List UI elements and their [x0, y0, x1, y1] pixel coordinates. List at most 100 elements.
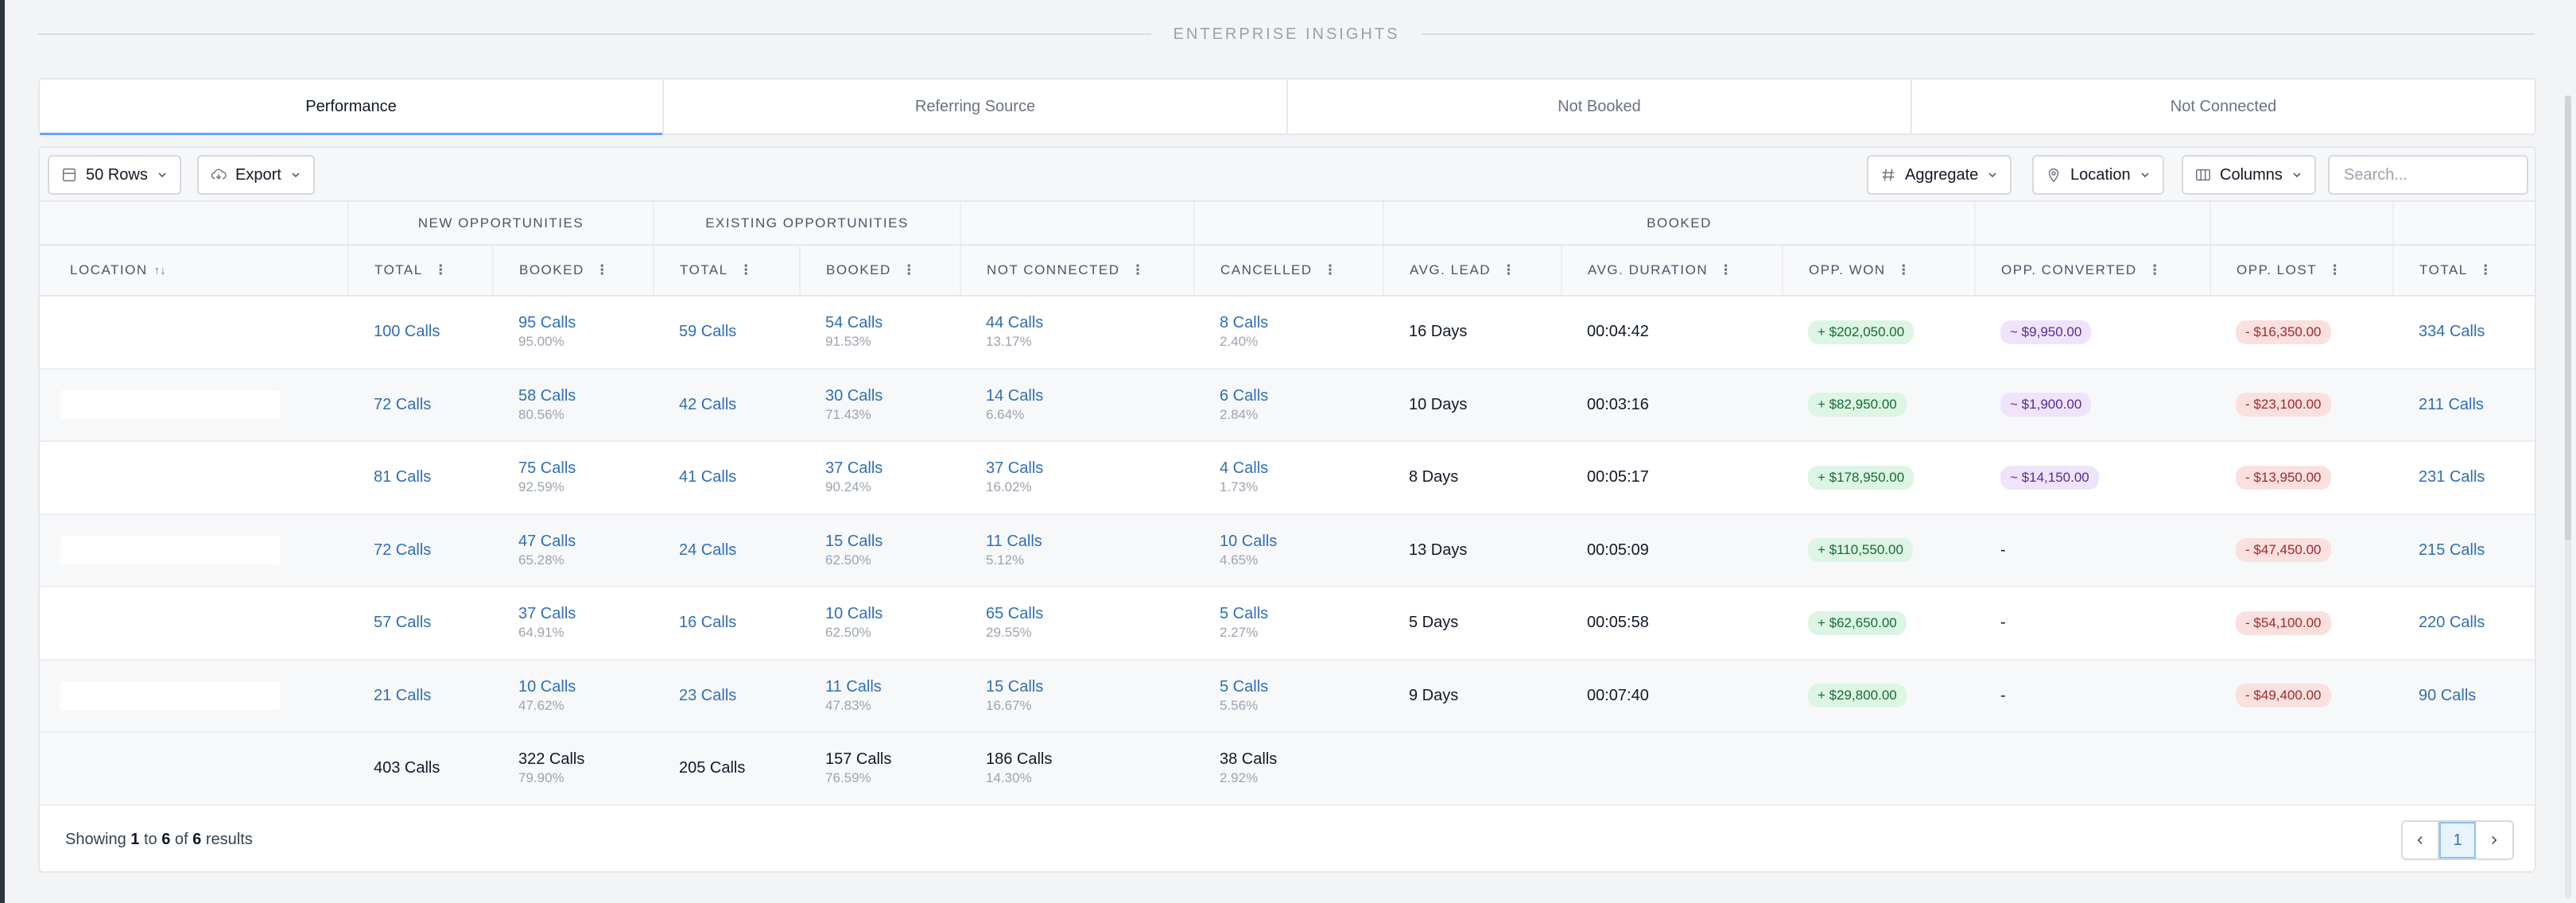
columns-button[interactable]: Columns [2182, 155, 2316, 195]
column-menu-icon[interactable]: ⋮ [433, 262, 448, 277]
cancelled-cell[interactable]: 5 Calls 5.56% [1194, 659, 1383, 733]
call-count[interactable]: 37 Calls [825, 459, 883, 478]
column-menu-icon[interactable]: ⋮ [902, 262, 916, 277]
existing-total-cell[interactable]: 59 Calls [654, 296, 800, 370]
call-count[interactable]: 37 Calls [518, 605, 576, 623]
not-connected-cell[interactable]: 37 Calls 16.02% [960, 441, 1194, 515]
existing-total-cell[interactable]: 42 Calls [654, 368, 800, 442]
page-scrollbar[interactable] [2565, 95, 2571, 898]
column-menu-icon[interactable]: ⋮ [2147, 262, 2162, 277]
not-connected-cell[interactable]: 14 Calls 6.64% [960, 368, 1194, 442]
not-connected-cell[interactable]: 15 Calls 16.67% [960, 659, 1194, 733]
call-count[interactable]: 334 Calls [2419, 323, 2485, 341]
call-count[interactable]: 215 Calls [2419, 541, 2485, 559]
call-count[interactable]: 10 Calls [825, 605, 883, 623]
not-connected-cell[interactable]: 44 Calls 13.17% [960, 296, 1194, 370]
call-count[interactable]: 37 Calls [986, 459, 1044, 478]
call-count[interactable]: 41 Calls [679, 468, 737, 486]
new-total-cell[interactable]: 72 Calls [348, 368, 493, 442]
call-count[interactable]: 90 Calls [2419, 686, 2477, 704]
new-booked-cell[interactable]: 47 Calls 65.28% [493, 514, 654, 587]
new-total-cell[interactable]: 57 Calls [348, 587, 493, 661]
total-cell[interactable]: 334 Calls [2393, 296, 2535, 370]
existing-total-cell[interactable]: 24 Calls [654, 514, 800, 587]
search-input[interactable] [2328, 155, 2528, 195]
call-count[interactable]: 15 Calls [825, 532, 883, 550]
column-header-opp-won[interactable]: OPP. WON ⋮ [1783, 245, 1977, 296]
new-booked-cell[interactable]: 10 Calls 47.62% [493, 659, 654, 733]
call-count[interactable]: 16 Calls [679, 614, 737, 632]
column-header-new-booked[interactable]: BOOKED ⋮ [493, 245, 654, 296]
call-count[interactable]: 11 Calls [825, 677, 882, 696]
column-header-cancelled[interactable]: CANCELLED ⋮ [1194, 245, 1384, 296]
call-count[interactable]: 15 Calls [986, 677, 1044, 696]
call-count[interactable]: 5 Calls [1220, 677, 1269, 696]
cancelled-cell[interactable]: 4 Calls 1.73% [1194, 441, 1383, 515]
not-connected-cell[interactable]: 11 Calls 5.12% [960, 514, 1194, 587]
column-menu-icon[interactable]: ⋮ [1896, 262, 1911, 277]
tab-not-connected[interactable]: Not Connected [2170, 97, 2277, 115]
scrollbar-thumb[interactable] [2565, 95, 2571, 541]
call-count[interactable]: 58 Calls [518, 386, 576, 405]
column-header-not-connected[interactable]: NOT CONNECTED ⋮ [960, 245, 1195, 296]
call-count[interactable]: 57 Calls [374, 614, 432, 632]
call-count[interactable]: 75 Calls [518, 459, 576, 478]
call-count[interactable]: 24 Calls [679, 541, 737, 559]
tab-performance[interactable]: Performance [40, 79, 664, 135]
call-count[interactable]: 220 Calls [2419, 614, 2485, 632]
column-menu-icon[interactable]: ⋮ [1719, 262, 1733, 277]
tab-not-booked[interactable]: Not Booked [1288, 79, 1912, 134]
sort-icon[interactable]: ↑↓ [153, 264, 166, 277]
column-menu-icon[interactable]: ⋮ [595, 262, 609, 277]
rows-per-page-button[interactable]: 50 Rows [48, 155, 181, 195]
cancelled-cell[interactable]: 10 Calls 4.65% [1194, 514, 1383, 587]
call-count[interactable]: 44 Calls [986, 314, 1044, 332]
cancelled-cell[interactable]: 6 Calls 2.84% [1194, 368, 1383, 442]
call-count[interactable]: 4 Calls [1220, 459, 1269, 478]
existing-booked-cell[interactable]: 30 Calls 71.43% [800, 368, 960, 442]
column-menu-icon[interactable]: ⋮ [1323, 262, 1337, 277]
column-header-new-total[interactable]: TOTAL ⋮ [348, 245, 494, 296]
call-count[interactable]: 231 Calls [2419, 468, 2485, 486]
column-menu-icon[interactable]: ⋮ [1131, 262, 1145, 277]
existing-booked-cell[interactable]: 11 Calls 47.83% [800, 659, 960, 733]
call-count[interactable]: 95 Calls [518, 314, 576, 332]
export-button[interactable]: Export [197, 155, 315, 195]
call-count[interactable]: 6 Calls [1220, 386, 1269, 405]
not-connected-cell[interactable]: 65 Calls 29.55% [960, 587, 1194, 661]
column-header-avg-duration[interactable]: AVG. DURATION ⋮ [1562, 245, 1783, 296]
call-count[interactable]: 10 Calls [1220, 532, 1278, 550]
new-booked-cell[interactable]: 95 Calls 95.00% [493, 296, 654, 370]
call-count[interactable]: 72 Calls [374, 395, 432, 413]
total-cell[interactable]: 220 Calls [2393, 587, 2535, 661]
new-total-cell[interactable]: 21 Calls [348, 659, 493, 733]
cancelled-cell[interactable]: 8 Calls 2.40% [1194, 296, 1383, 370]
call-count[interactable]: 100 Calls [374, 323, 440, 341]
call-count[interactable]: 81 Calls [374, 468, 432, 486]
next-page-button[interactable] [2476, 822, 2512, 858]
page-button-current[interactable]: 1 [2439, 822, 2476, 858]
total-cell[interactable]: 231 Calls [2393, 441, 2535, 515]
column-header-existing-booked[interactable]: BOOKED ⋮ [800, 245, 961, 296]
new-total-cell[interactable]: 81 Calls [348, 441, 493, 515]
total-cell[interactable]: 90 Calls [2393, 659, 2535, 733]
call-count[interactable]: 5 Calls [1220, 605, 1269, 623]
column-header-existing-total[interactable]: TOTAL ⋮ [654, 245, 801, 296]
call-count[interactable]: 72 Calls [374, 541, 432, 559]
new-total-cell[interactable]: 100 Calls [348, 296, 493, 370]
column-menu-icon[interactable]: ⋮ [1502, 262, 1515, 277]
new-booked-cell[interactable]: 75 Calls 92.59% [493, 441, 654, 515]
call-count[interactable]: 21 Calls [374, 686, 432, 704]
existing-total-cell[interactable]: 41 Calls [654, 441, 800, 515]
column-menu-icon[interactable]: ⋮ [2478, 262, 2493, 277]
total-cell[interactable]: 215 Calls [2393, 514, 2535, 587]
call-count[interactable]: 8 Calls [1220, 314, 1269, 332]
existing-booked-cell[interactable]: 15 Calls 62.50% [800, 514, 960, 587]
call-count[interactable]: 47 Calls [518, 532, 576, 550]
existing-total-cell[interactable]: 16 Calls [654, 587, 800, 661]
existing-booked-cell[interactable]: 54 Calls 91.53% [800, 296, 960, 370]
column-header-opp-converted[interactable]: OPP. CONVERTED ⋮ [1975, 245, 2212, 296]
call-count[interactable]: 54 Calls [825, 314, 883, 332]
aggregate-button[interactable]: Aggregate [1867, 155, 2012, 195]
existing-booked-cell[interactable]: 10 Calls 62.50% [800, 587, 960, 661]
